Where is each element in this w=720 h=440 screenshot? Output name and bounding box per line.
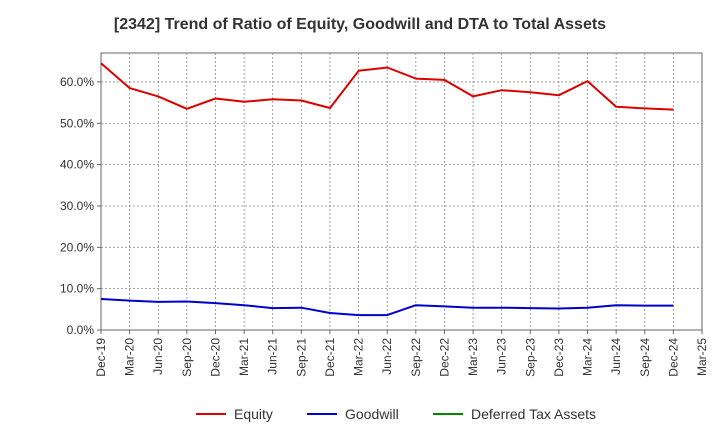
x-tick-label: Mar-20 [123, 338, 137, 376]
legend-label-deferred-tax-assets: Deferred Tax Assets [471, 406, 596, 422]
x-tick-label: Jun-20 [151, 338, 165, 375]
series-line-equity [100, 62, 674, 111]
y-tick-label: 10.0% [60, 282, 94, 296]
x-tick-label: Mar-23 [466, 338, 480, 376]
y-tick-label: 40.0% [60, 158, 94, 172]
y-tick-label: 60.0% [60, 75, 94, 89]
x-tick-label: Jun-24 [609, 338, 623, 375]
x-tick-label: Sep-24 [638, 338, 652, 377]
chart-title: [2342] Trend of Ratio of Equity, Goodwil… [113, 16, 607, 33]
legend-label-goodwill: Goodwill [345, 406, 399, 422]
x-tick-label: Dec-24 [666, 338, 680, 377]
x-tick-label: Sep-23 [523, 338, 537, 377]
x-tick-label: Jun-21 [266, 338, 280, 375]
legend-label-equity: Equity [234, 406, 273, 422]
x-tick-label: Jun-23 [495, 338, 509, 375]
y-tick-label: 20.0% [60, 240, 94, 254]
x-tick-label: Dec-23 [552, 338, 566, 377]
x-tick-label: Dec-20 [208, 338, 222, 377]
x-tick-label: Dec-22 [437, 338, 451, 377]
x-tick-label: Mar-21 [237, 338, 251, 376]
x-tick-label: Sep-20 [180, 338, 194, 377]
x-tick-label: Sep-21 [294, 338, 308, 377]
x-tick-label: Mar-24 [581, 338, 595, 376]
x-tick-label: Sep-22 [409, 338, 423, 377]
x-tick-label: Mar-22 [352, 338, 366, 376]
y-tick-label: 0.0% [67, 323, 95, 337]
x-tick-label: Jun-22 [380, 338, 394, 375]
y-tick-label: 30.0% [60, 199, 94, 213]
series-line-goodwill [100, 298, 674, 317]
x-tick-label: Dec-21 [323, 338, 337, 377]
plot-area [100, 52, 703, 331]
y-tick-label: 50.0% [60, 116, 94, 130]
x-tick-label: Dec-19 [94, 338, 108, 377]
x-tick-label: Mar-25 [695, 338, 709, 376]
